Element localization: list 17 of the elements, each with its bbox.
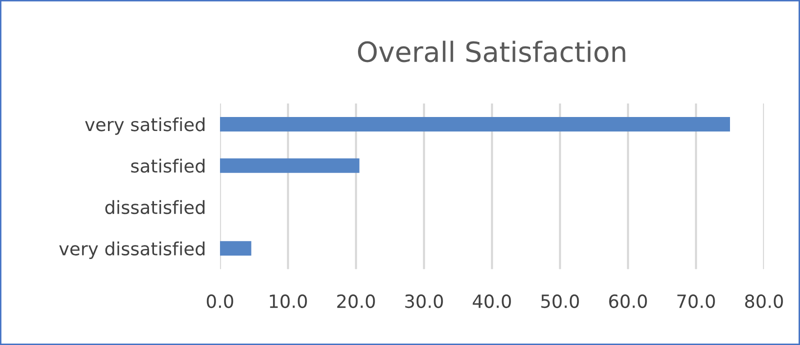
x-tick-label: 20.0 <box>337 294 375 308</box>
bar <box>220 158 360 173</box>
y-tick-label: very dissatisfied <box>59 242 204 260</box>
x-tick-label: 80.0 <box>745 294 783 308</box>
y-tick-label: satisfied <box>131 158 204 173</box>
x-tick-label: 30.0 <box>405 294 443 308</box>
x-tick-label: 0.0 <box>206 294 234 308</box>
x-tick-label: 40.0 <box>472 294 511 308</box>
bar <box>220 116 730 132</box>
bar <box>220 241 252 256</box>
y-tick-label: very satisfied <box>85 117 204 135</box>
x-tick-label: 70.0 <box>677 294 715 308</box>
y-tick-label: dissatisfied <box>105 200 204 214</box>
x-tick-label: 50.0 <box>541 294 579 308</box>
x-tick-label: 60.0 <box>609 294 647 308</box>
chart-title: Overall Satisfaction <box>358 40 626 62</box>
x-tick-label: 10.0 <box>270 294 307 308</box>
